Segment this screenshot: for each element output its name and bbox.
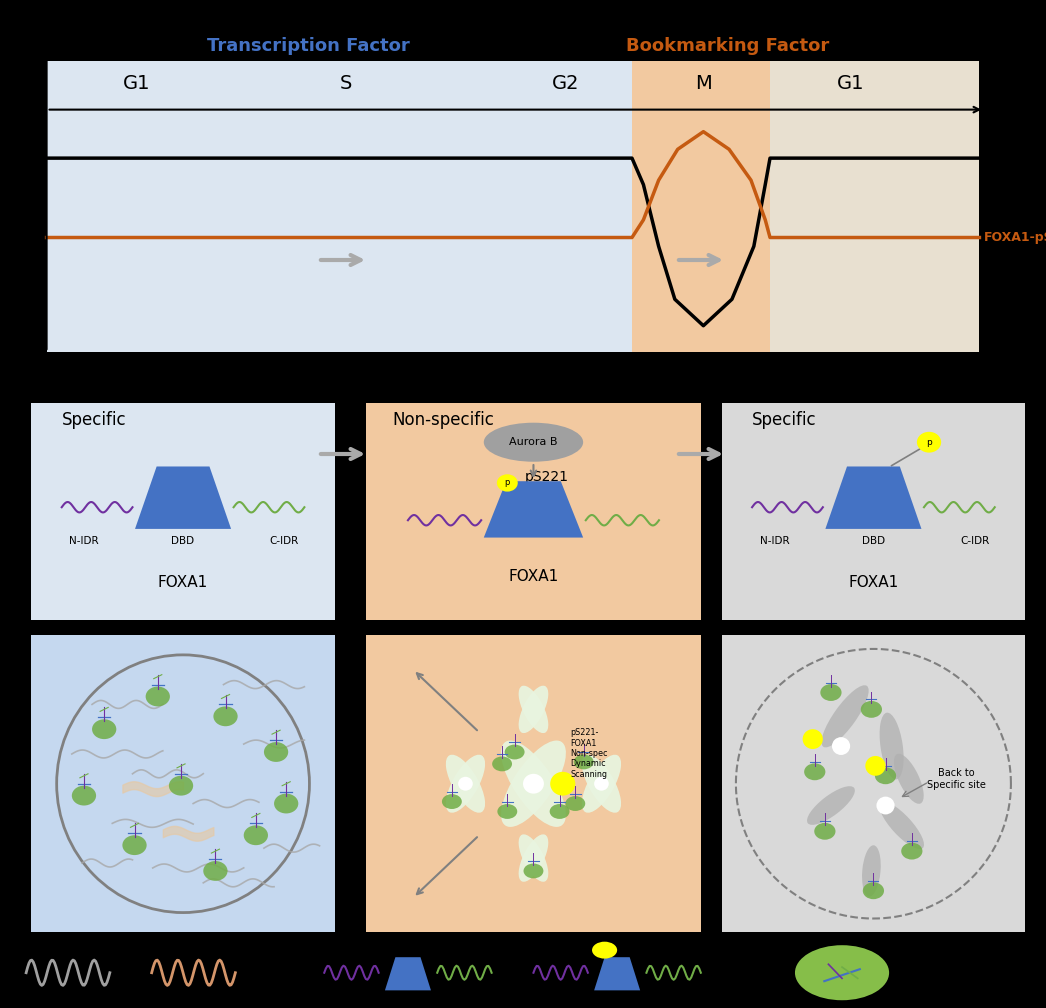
Circle shape: [458, 777, 473, 790]
Circle shape: [877, 796, 894, 814]
Text: Specific: Specific: [62, 411, 127, 428]
Text: pS221: pS221: [525, 470, 569, 484]
Ellipse shape: [519, 835, 548, 882]
Ellipse shape: [804, 763, 825, 780]
Ellipse shape: [549, 804, 569, 818]
Ellipse shape: [582, 755, 621, 812]
Ellipse shape: [497, 804, 517, 818]
Ellipse shape: [894, 754, 924, 803]
FancyBboxPatch shape: [24, 628, 342, 939]
Ellipse shape: [168, 776, 194, 795]
Polygon shape: [135, 467, 231, 529]
Ellipse shape: [814, 823, 836, 840]
FancyBboxPatch shape: [717, 399, 1030, 624]
Ellipse shape: [446, 755, 485, 812]
Polygon shape: [594, 958, 640, 990]
Polygon shape: [385, 958, 431, 990]
Circle shape: [865, 756, 886, 776]
Text: M: M: [695, 74, 711, 93]
Ellipse shape: [446, 755, 485, 812]
Text: FOXA1: FOXA1: [508, 569, 559, 584]
Ellipse shape: [795, 946, 889, 1000]
Ellipse shape: [524, 864, 544, 878]
Ellipse shape: [244, 826, 268, 845]
FancyBboxPatch shape: [47, 61, 632, 352]
Ellipse shape: [501, 741, 566, 827]
Ellipse shape: [519, 685, 548, 733]
Text: FOXA1: FOXA1: [848, 575, 899, 590]
Text: N-IDR: N-IDR: [69, 535, 98, 545]
Text: Back to
Specific site: Back to Specific site: [927, 768, 985, 789]
Text: DBD: DBD: [172, 535, 195, 545]
Circle shape: [523, 774, 544, 793]
Ellipse shape: [145, 686, 169, 707]
FancyBboxPatch shape: [26, 399, 340, 624]
Ellipse shape: [573, 754, 593, 769]
Ellipse shape: [874, 767, 896, 784]
Circle shape: [550, 772, 575, 795]
Ellipse shape: [808, 786, 855, 825]
FancyBboxPatch shape: [361, 399, 706, 624]
Text: DBD: DBD: [862, 535, 885, 545]
Circle shape: [917, 431, 941, 453]
Ellipse shape: [492, 756, 511, 771]
Ellipse shape: [92, 720, 116, 739]
Circle shape: [802, 729, 823, 749]
Ellipse shape: [519, 685, 548, 733]
Ellipse shape: [902, 843, 923, 860]
Ellipse shape: [483, 422, 584, 462]
Ellipse shape: [880, 713, 904, 779]
Text: S: S: [340, 74, 353, 93]
FancyBboxPatch shape: [770, 61, 979, 352]
Text: Bookmarking Factor: Bookmarking Factor: [626, 37, 828, 55]
Ellipse shape: [501, 741, 566, 827]
Ellipse shape: [582, 755, 621, 812]
Ellipse shape: [863, 882, 884, 899]
Text: p: p: [926, 437, 932, 447]
FancyBboxPatch shape: [359, 628, 708, 939]
FancyBboxPatch shape: [632, 61, 770, 352]
Ellipse shape: [122, 836, 146, 855]
Ellipse shape: [274, 793, 298, 813]
Text: C-IDR: C-IDR: [960, 535, 990, 545]
Text: Aurora B: Aurora B: [509, 437, 558, 448]
Text: p: p: [504, 479, 510, 488]
Polygon shape: [825, 467, 922, 529]
Ellipse shape: [821, 685, 868, 747]
Text: Transcription Factor: Transcription Factor: [207, 37, 410, 55]
Text: N-IDR: N-IDR: [759, 535, 789, 545]
Text: G1: G1: [123, 74, 151, 93]
Text: FOXA1: FOXA1: [158, 575, 208, 590]
Text: G2: G2: [551, 74, 579, 93]
Ellipse shape: [861, 701, 882, 718]
Text: Specific: Specific: [752, 411, 817, 428]
Ellipse shape: [203, 861, 228, 881]
Ellipse shape: [504, 745, 524, 759]
Circle shape: [594, 777, 609, 790]
Text: C-IDR: C-IDR: [270, 535, 299, 545]
Ellipse shape: [519, 835, 548, 882]
Ellipse shape: [72, 785, 96, 805]
Polygon shape: [483, 481, 584, 537]
Circle shape: [497, 475, 518, 492]
Ellipse shape: [880, 801, 924, 849]
Circle shape: [592, 941, 617, 959]
Ellipse shape: [264, 742, 289, 762]
Ellipse shape: [441, 794, 461, 809]
Ellipse shape: [820, 684, 842, 701]
Text: G1: G1: [837, 74, 865, 93]
Text: FOXA1-pS221: FOXA1-pS221: [984, 231, 1046, 244]
Text: pS221-
FOXA1
Non-spec
Dynamic
Scanning: pS221- FOXA1 Non-spec Dynamic Scanning: [570, 728, 608, 779]
Ellipse shape: [565, 796, 586, 811]
Ellipse shape: [862, 846, 881, 897]
Text: Non-specific: Non-specific: [392, 411, 494, 428]
FancyBboxPatch shape: [714, 628, 1032, 939]
Ellipse shape: [213, 707, 237, 726]
Circle shape: [832, 737, 850, 755]
